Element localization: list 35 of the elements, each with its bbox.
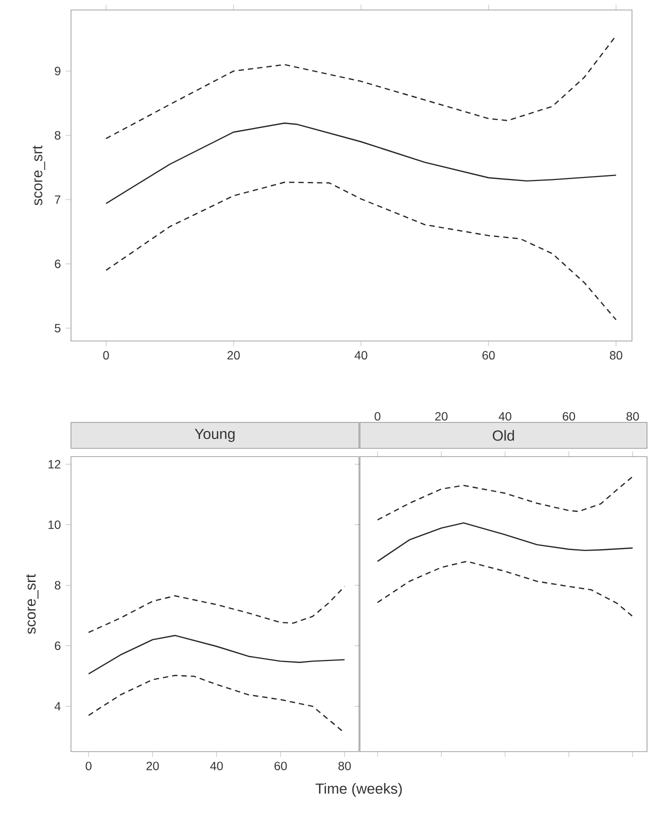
x-tick-label: 80 bbox=[338, 762, 351, 770]
y-tick-label: 7 bbox=[54, 195, 60, 204]
line-series bbox=[88, 634, 346, 675]
x-tick-label: 0 bbox=[86, 762, 92, 770]
x-tick-label: 40 bbox=[498, 412, 512, 421]
y-tick-label: 8 bbox=[54, 131, 60, 140]
x-tick-label: 40 bbox=[354, 351, 368, 360]
x-tick-label: 60 bbox=[562, 412, 576, 421]
chart-title: Old bbox=[492, 430, 514, 441]
y-tick-label: 6 bbox=[54, 260, 60, 268]
x-tick-label: 20 bbox=[146, 762, 159, 770]
line-series bbox=[105, 122, 617, 204]
y-tick-label: 4 bbox=[54, 702, 61, 710]
x-tick-label: 40 bbox=[210, 762, 223, 770]
x-axis-title: Time (weeks) bbox=[316, 783, 402, 797]
y-tick-label: 10 bbox=[48, 520, 60, 529]
x-tick-label: 0 bbox=[374, 412, 380, 421]
y-tick-label: 9 bbox=[54, 66, 60, 76]
chart-title: Young bbox=[194, 428, 235, 442]
y-axis-title: score_srt bbox=[32, 145, 46, 206]
x-tick-label: 20 bbox=[227, 351, 240, 360]
line-series bbox=[88, 586, 346, 634]
y-tick-label: 8 bbox=[54, 580, 60, 590]
y-axis-title: score_srt bbox=[26, 574, 38, 634]
line-series bbox=[105, 35, 617, 140]
x-tick-label: 60 bbox=[274, 762, 287, 770]
x-tick-label: 60 bbox=[482, 351, 495, 360]
y-tick-label: 5 bbox=[54, 324, 60, 332]
x-tick-label: 80 bbox=[626, 412, 639, 421]
x-tick-label: 80 bbox=[610, 351, 622, 360]
y-tick-label: 12 bbox=[48, 460, 60, 468]
x-tick-label: 20 bbox=[435, 412, 448, 421]
y-tick-label: 6 bbox=[54, 642, 60, 650]
x-tick-label: 0 bbox=[103, 351, 109, 360]
line-series bbox=[105, 182, 617, 320]
